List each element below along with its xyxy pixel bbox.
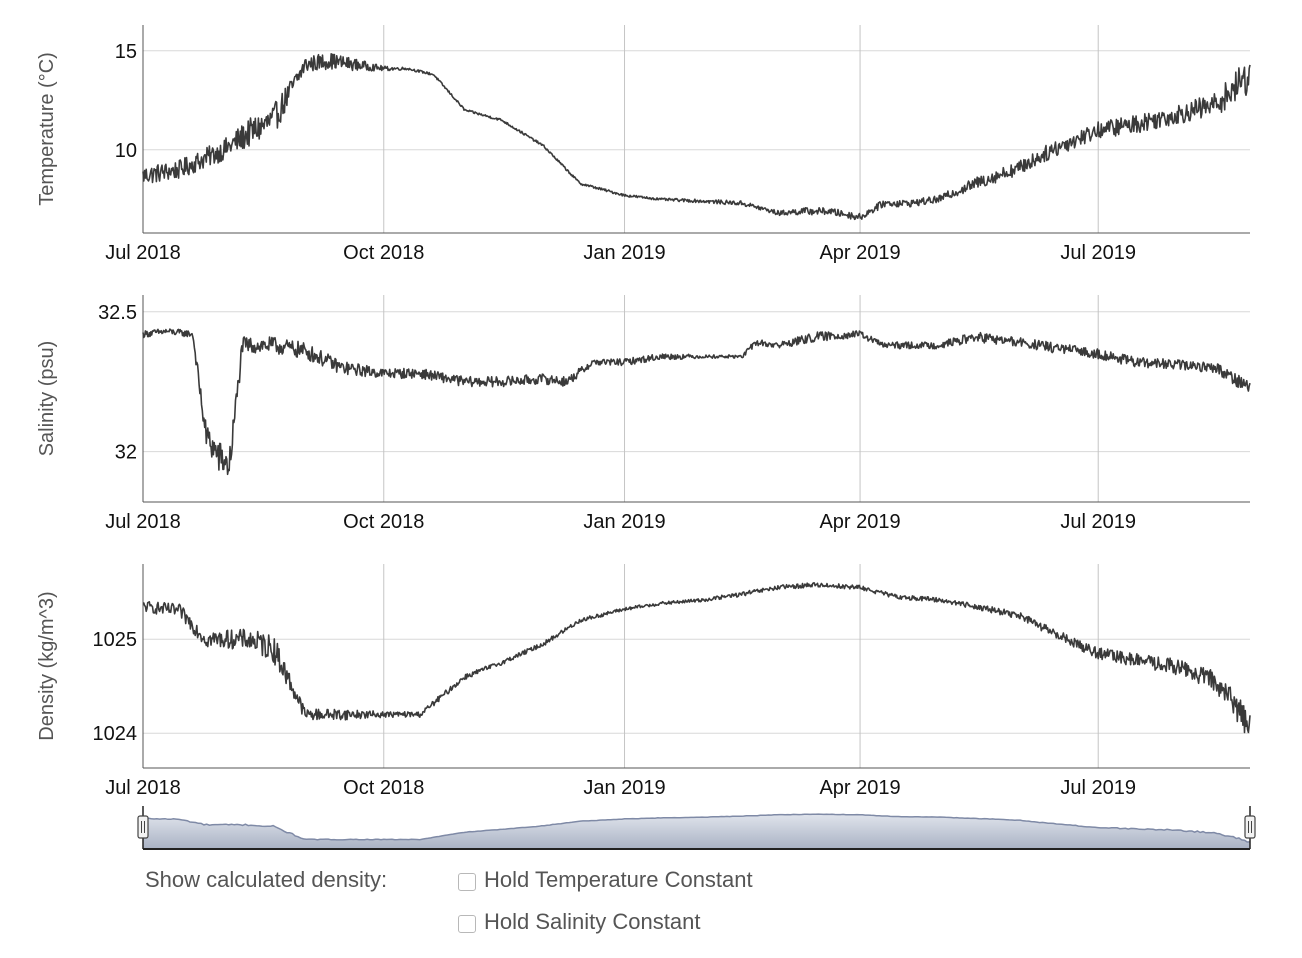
y-axis-label: Density (kg/m^3) — [36, 591, 58, 740]
navigator-left-handle[interactable] — [137, 815, 149, 839]
hold-temperature-checkbox[interactable] — [458, 873, 476, 891]
x-tick-label: Jan 2019 — [583, 777, 665, 799]
x-tick-label: Oct 2018 — [343, 777, 424, 799]
hold-salinity-label: Hold Salinity Constant — [484, 909, 701, 934]
y-tick-label: 32.5 — [98, 302, 137, 324]
x-tick-label: Jan 2019 — [583, 511, 665, 533]
series-line — [142, 53, 1251, 221]
x-tick-label: Apr 2019 — [819, 777, 900, 799]
x-tick-label: Apr 2019 — [819, 242, 900, 264]
series-line — [143, 582, 1251, 734]
y-axis-label: Temperature (°C) — [36, 52, 58, 206]
x-tick-label: Jul 2019 — [1060, 777, 1136, 799]
hold-temperature-label: Hold Temperature Constant — [484, 867, 753, 892]
y-tick-label: 1024 — [93, 723, 138, 745]
hold-salinity-checkbox[interactable] — [458, 915, 476, 933]
x-tick-label: Jul 2018 — [105, 511, 181, 533]
y-tick-label: 32 — [115, 442, 137, 464]
y-tick-label: 1025 — [93, 629, 138, 651]
x-tick-label: Jul 2019 — [1060, 242, 1136, 264]
x-tick-label: Jan 2019 — [583, 242, 665, 264]
x-tick-label: Jul 2018 — [105, 777, 181, 799]
chart-panel-2: 32 32.5 Jul 2018 Oct 2018 Jan 2019 Apr 2019 Ju… — [36, 295, 1251, 533]
chart-panel-3: 1024 1025 Jul 2018 Oct 2018 Jan 2019 Apr 2019… — [36, 564, 1251, 799]
chart-panel-1: 10 15 Jul 2018 Oct 2018 Jan 2019 Apr 2019 Jul … — [36, 25, 1251, 264]
navigator-area — [143, 814, 1250, 849]
y-tick-label: 15 — [115, 41, 137, 63]
x-tick-label: Oct 2018 — [343, 511, 424, 533]
density-options-label: Show calculated density: — [145, 867, 388, 892]
series-line — [142, 328, 1251, 476]
handle-grip — [1244, 815, 1256, 839]
handle-grip — [137, 815, 149, 839]
charts-canvas: 10 15 Jul 2018 Oct 2018 Jan 2019 Apr 2019 Jul … — [36, 25, 1256, 850]
x-tick-label: Jul 2019 — [1060, 511, 1136, 533]
range-navigator[interactable] — [137, 806, 1256, 850]
navigator-line — [142, 813, 1251, 843]
x-tick-label: Apr 2019 — [819, 511, 900, 533]
hold-salinity-option[interactable]: Hold Salinity Constant — [458, 909, 700, 935]
hold-temperature-option[interactable]: Hold Temperature Constant — [458, 867, 753, 893]
plots-group: 10 15 Jul 2018 Oct 2018 Jan 2019 Apr 2019 Jul … — [36, 25, 1251, 799]
x-tick-label: Oct 2018 — [343, 242, 424, 264]
y-tick-label: 10 — [115, 140, 137, 162]
x-tick-label: Jul 2018 — [105, 242, 181, 264]
navigator-right-handle[interactable] — [1244, 815, 1256, 839]
y-axis-label: Salinity (psu) — [36, 341, 58, 457]
